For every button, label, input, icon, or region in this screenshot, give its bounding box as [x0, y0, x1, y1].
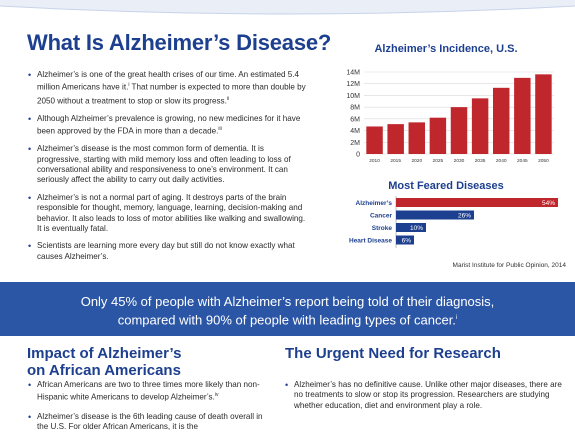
- top-decoration: [0, 0, 575, 15]
- x-tick-label: 2010: [369, 158, 380, 164]
- incidence-chart-title: Alzheimer’s Incidence, U.S.: [374, 43, 518, 55]
- data-label: 10%: [410, 225, 423, 232]
- x-tick-label: 2025: [433, 158, 444, 164]
- bar: [387, 124, 404, 154]
- x-tick-label: 2020: [411, 158, 422, 164]
- y-tick-label: 8M: [350, 105, 360, 112]
- bar: [492, 87, 510, 154]
- x-tick-label: 2015: [390, 158, 401, 164]
- list-item: Alzheimer’s disease is the 6th leading c…: [28, 412, 268, 433]
- x-tick-label: 2050: [538, 158, 549, 164]
- data-label: 26%: [458, 212, 471, 219]
- bar: [450, 107, 468, 154]
- bar: [396, 223, 426, 232]
- bar: [514, 77, 531, 154]
- african-americans-bullet-list: African Americans are two to three times…: [28, 380, 268, 440]
- intro-bullet-list: Alzheimer’s is one of the great health c…: [28, 70, 310, 269]
- bar: [396, 198, 558, 207]
- list-item: Alzheimer’s has no definitive cause. Unl…: [285, 380, 565, 411]
- y-tick-label: 10M: [346, 93, 360, 100]
- y-tick-label: 2M: [350, 140, 360, 147]
- x-tick-label: 2040: [496, 158, 507, 164]
- y-tick-label: 14M: [346, 70, 360, 77]
- feared-diseases-bar-chart: Alzheimer’s 54% Cancer 26% Stroke 10% Heart Di…: [349, 196, 558, 248]
- bar: [396, 210, 474, 220]
- bar: [366, 126, 383, 154]
- research-heading: The Urgent Need for Research: [285, 345, 501, 362]
- bar: [396, 235, 414, 245]
- feared-chart-title: Most Feared Diseases: [388, 180, 504, 192]
- list-item: Although Alzheimer’s prevalence is growi…: [28, 114, 310, 138]
- y-tick-label: 0: [356, 152, 360, 159]
- y-tick-label: 12M: [346, 81, 360, 88]
- list-item: African Americans are two to three times…: [28, 380, 268, 404]
- x-tick-label: 2030: [454, 158, 465, 164]
- list-item: Alzheimer’s disease is the most common f…: [28, 144, 310, 186]
- y-tick-label: 6M: [350, 116, 360, 123]
- x-tick-label: 2035: [475, 158, 486, 164]
- category-label: Alzheimer’s: [356, 200, 393, 207]
- bar: [535, 74, 552, 154]
- banner-text: Only 45% of people with Alzheimer’s repo…: [80, 294, 495, 328]
- category-label: Cancer: [370, 212, 393, 219]
- y-tick-label: 4M: [350, 128, 360, 135]
- page-title: What Is Alzheimer’s Disease?: [27, 30, 332, 55]
- data-label: 54%: [542, 200, 555, 207]
- bar: [408, 122, 426, 154]
- research-bullet-list: Alzheimer’s has no definitive cause. Unl…: [285, 380, 565, 419]
- stat-banner: Only 45% of people with Alzheimer’s repo…: [0, 282, 575, 336]
- list-item: Alzheimer’s is not a normal part of agin…: [28, 193, 310, 235]
- list-item: Scientists are learning more every day b…: [28, 241, 310, 262]
- category-label: Heart Disease: [349, 237, 392, 244]
- african-americans-heading: Impact of Alzheimer’s on African American…: [27, 345, 182, 379]
- bar: [429, 117, 447, 154]
- list-item: Alzheimer’s is one of the great health c…: [28, 70, 310, 107]
- bar: [471, 98, 489, 154]
- incidence-bar-chart: 0 2M 4M 6M 8M 10M 12M 14M 2010 2015 2020 2025 2030 20…: [346, 70, 554, 164]
- data-label: 6%: [402, 237, 412, 244]
- category-label: Stroke: [372, 225, 393, 232]
- x-tick-label: 2045: [517, 158, 528, 164]
- chart-source: Marist Institute for Public Opinion, 201…: [452, 262, 566, 269]
